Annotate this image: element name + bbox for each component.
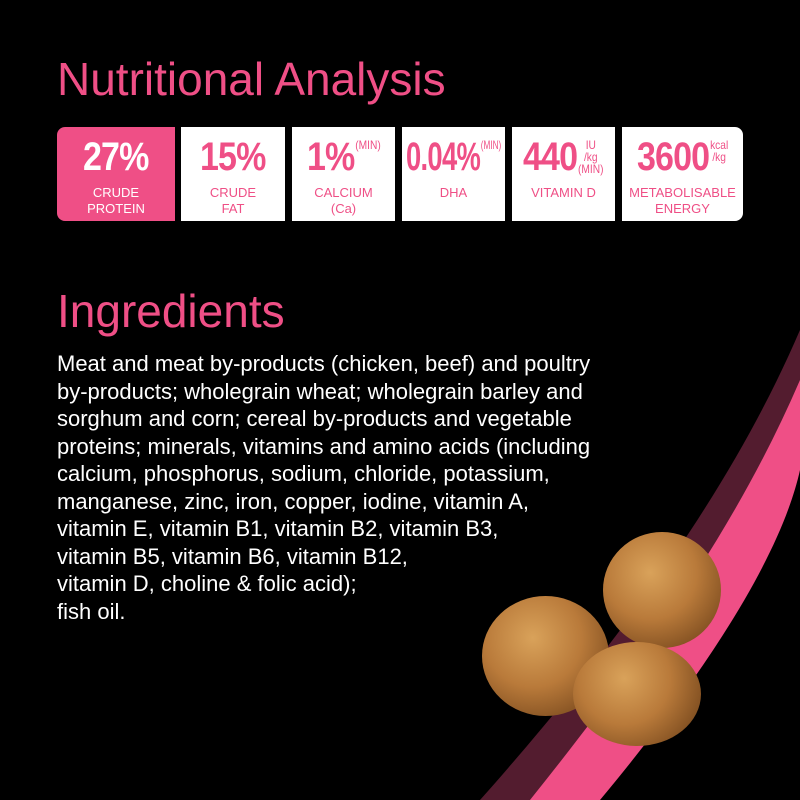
nutrient-value: 15%: [200, 135, 266, 179]
nutrient-value: 27%: [83, 135, 149, 179]
nutrient-value: 0.04%: [406, 135, 481, 179]
nutrient-label: DHA: [439, 185, 468, 200]
nutrient-label: CRUDE PROTEIN: [87, 185, 145, 216]
kibble-image: [573, 642, 701, 746]
nutrition-boxes: 27% CRUDE PROTEIN 15% CRUDE FAT 1% (MIN) C…: [57, 127, 743, 221]
nutrient-value-row: 440 IU/kg (MIN): [523, 135, 604, 179]
nutrient-label: CALCIUM (Ca): [314, 185, 373, 216]
nutrient-value: 1%: [306, 135, 355, 179]
nutrient-value: 440: [523, 135, 578, 179]
nutrient-label: CRUDE FAT: [209, 185, 257, 216]
nutrient-unit: (MIN): [354, 138, 381, 152]
nutrient-crude-protein: 27% CRUDE PROTEIN: [57, 127, 175, 221]
nutrient-unit: IU/kg (MIN): [578, 138, 604, 176]
nutrient-label: VITAMIN D: [531, 185, 596, 200]
nutrient-value-row: 27%: [83, 135, 149, 179]
nutrient-value-row: 3600 kcal/kg: [637, 135, 728, 179]
nutrient-unit: (MIN): [480, 138, 502, 152]
ingredients-text: Meat and meat by-products (chicken, beef…: [57, 351, 591, 624]
nutrient-value-row: 1% (MIN): [307, 135, 381, 179]
nutrient-vitamin-d: 440 IU/kg (MIN) VITAMIN D: [512, 127, 615, 221]
nutrient-value-row: 0.04% (MIN): [406, 135, 501, 179]
nutrient-calcium: 1% (MIN) CALCIUM (Ca): [292, 127, 395, 221]
nutrient-value-row: 15%: [200, 135, 266, 179]
nutrient-unit: kcal/kg: [710, 138, 729, 164]
nutrient-label: METABOLISABLE ENERGY: [629, 185, 736, 216]
nutrient-metabolisable-energy: 3600 kcal/kg METABOLISABLE ENERGY: [622, 127, 743, 221]
nutrient-value: 3600: [637, 135, 710, 179]
ingredients-title: Ingredients: [57, 285, 285, 337]
nutrient-dha: 0.04% (MIN) DHA: [402, 127, 505, 221]
nutritional-analysis-title: Nutritional Analysis: [57, 53, 446, 105]
kibble-image: [603, 532, 721, 648]
nutrient-crude-fat: 15% CRUDE FAT: [181, 127, 285, 221]
